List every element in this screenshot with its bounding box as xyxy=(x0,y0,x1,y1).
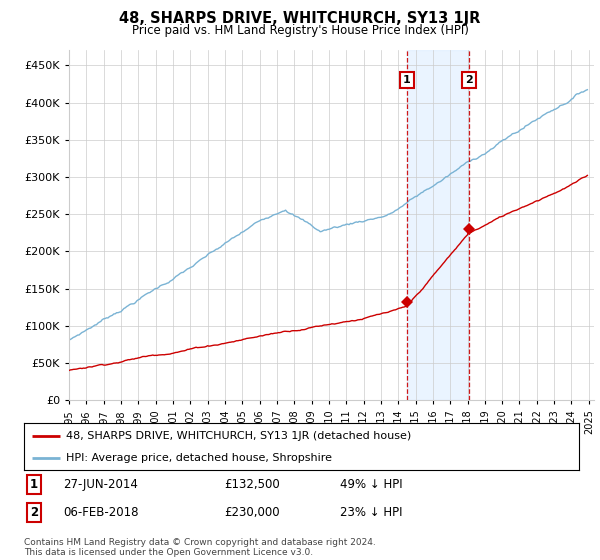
Text: 1: 1 xyxy=(30,478,38,492)
Text: 49% ↓ HPI: 49% ↓ HPI xyxy=(340,478,403,492)
Text: 2: 2 xyxy=(30,506,38,519)
Text: 27-JUN-2014: 27-JUN-2014 xyxy=(63,478,138,492)
Text: 2: 2 xyxy=(465,75,473,85)
Text: 48, SHARPS DRIVE, WHITCHURCH, SY13 1JR (detached house): 48, SHARPS DRIVE, WHITCHURCH, SY13 1JR (… xyxy=(65,431,411,441)
Text: Price paid vs. HM Land Registry's House Price Index (HPI): Price paid vs. HM Land Registry's House … xyxy=(131,24,469,36)
Text: 06-FEB-2018: 06-FEB-2018 xyxy=(63,506,139,519)
Text: £132,500: £132,500 xyxy=(224,478,280,492)
Text: 23% ↓ HPI: 23% ↓ HPI xyxy=(340,506,403,519)
Text: 48, SHARPS DRIVE, WHITCHURCH, SY13 1JR: 48, SHARPS DRIVE, WHITCHURCH, SY13 1JR xyxy=(119,11,481,26)
Text: HPI: Average price, detached house, Shropshire: HPI: Average price, detached house, Shro… xyxy=(65,452,332,463)
Text: Contains HM Land Registry data © Crown copyright and database right 2024.
This d: Contains HM Land Registry data © Crown c… xyxy=(24,538,376,557)
Bar xyxy=(407,50,469,400)
Text: 1: 1 xyxy=(403,75,411,85)
Text: £230,000: £230,000 xyxy=(224,506,280,519)
